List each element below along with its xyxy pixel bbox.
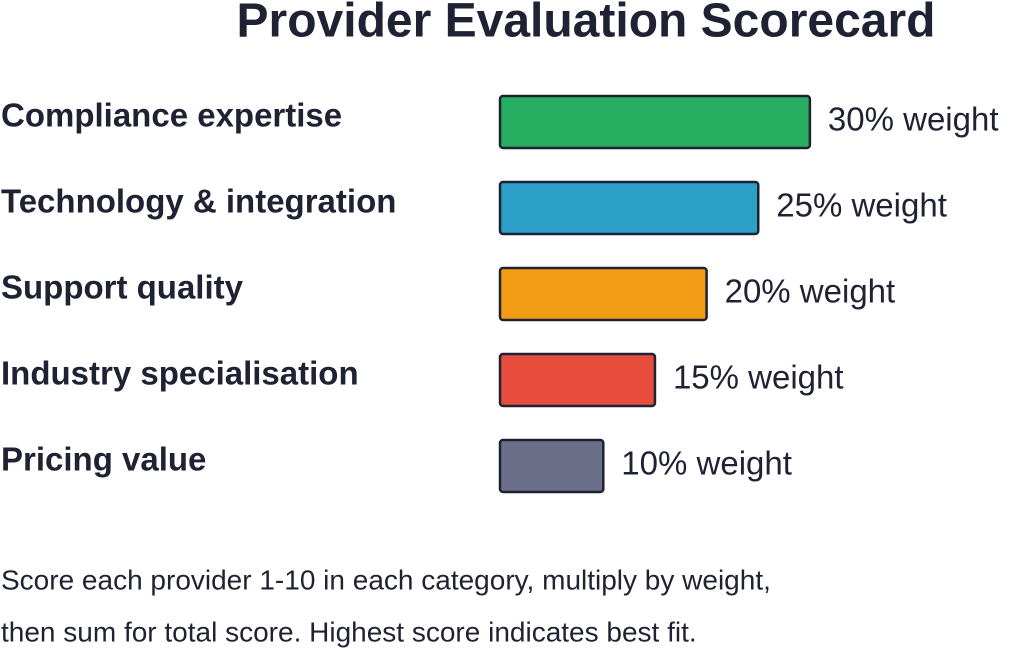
category-label: Industry specialisation xyxy=(1,355,359,392)
bar xyxy=(498,94,812,150)
value-label: 30% weight xyxy=(828,101,999,138)
category-label: Pricing value xyxy=(1,441,206,478)
note: Score each provider 1-10 in each categor… xyxy=(1,564,771,595)
category-label: Technology & integration xyxy=(1,183,396,220)
bar xyxy=(498,352,657,408)
bar xyxy=(498,438,605,494)
value-label: 10% weight xyxy=(621,445,792,482)
bar xyxy=(498,266,708,322)
value-label: 15% weight xyxy=(673,359,844,396)
note: then sum for total score. Highest score … xyxy=(1,616,697,647)
value-label: 20% weight xyxy=(725,273,896,310)
value-label: 25% weight xyxy=(776,187,947,224)
category-label: Support quality xyxy=(1,269,244,306)
chart-title: Provider Evaluation Scorecard xyxy=(237,0,936,48)
category-label: Compliance expertise xyxy=(1,97,342,134)
bar xyxy=(498,180,760,236)
